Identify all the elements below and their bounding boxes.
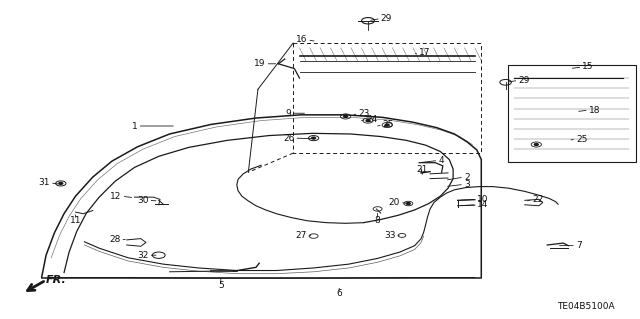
Text: 26: 26: [283, 134, 294, 143]
Text: 1: 1: [132, 122, 138, 130]
Text: 14: 14: [477, 200, 488, 209]
Circle shape: [385, 124, 389, 126]
Text: 32: 32: [137, 251, 148, 260]
Circle shape: [534, 144, 538, 145]
Text: 29: 29: [381, 14, 392, 23]
Text: 4: 4: [438, 156, 444, 165]
Text: 2: 2: [464, 173, 470, 182]
Text: 5: 5: [218, 281, 223, 290]
Text: 31: 31: [38, 178, 50, 187]
Text: 20: 20: [388, 198, 400, 207]
Text: 27: 27: [296, 231, 307, 240]
Text: 17: 17: [419, 48, 431, 57]
Text: 30: 30: [137, 196, 148, 205]
Circle shape: [366, 120, 370, 122]
Text: 7: 7: [576, 241, 582, 250]
Text: 21: 21: [417, 165, 428, 174]
Circle shape: [344, 115, 348, 117]
Text: 6: 6: [337, 289, 342, 298]
Text: 3: 3: [464, 180, 470, 189]
Text: 28: 28: [109, 235, 120, 244]
Text: 23: 23: [358, 109, 370, 118]
Text: 25: 25: [383, 120, 394, 129]
Text: 15: 15: [582, 63, 594, 71]
Circle shape: [312, 137, 316, 139]
Text: 25: 25: [576, 135, 588, 144]
Text: 29: 29: [518, 76, 530, 85]
Bar: [508, 65, 636, 162]
Text: 10: 10: [477, 195, 488, 204]
Text: FR.: FR.: [46, 275, 67, 285]
Text: 11: 11: [70, 216, 81, 225]
Text: TE04B5100A: TE04B5100A: [557, 302, 614, 311]
Circle shape: [406, 203, 410, 204]
Text: 33: 33: [384, 231, 396, 240]
Text: 12: 12: [110, 192, 122, 201]
Circle shape: [59, 182, 63, 184]
Text: 8: 8: [375, 216, 380, 225]
Text: 9: 9: [285, 109, 291, 118]
Text: 18: 18: [589, 106, 600, 115]
Text: 19: 19: [254, 59, 266, 68]
Text: 24: 24: [367, 115, 378, 124]
Text: 16: 16: [296, 35, 307, 44]
Text: 22: 22: [532, 195, 544, 204]
